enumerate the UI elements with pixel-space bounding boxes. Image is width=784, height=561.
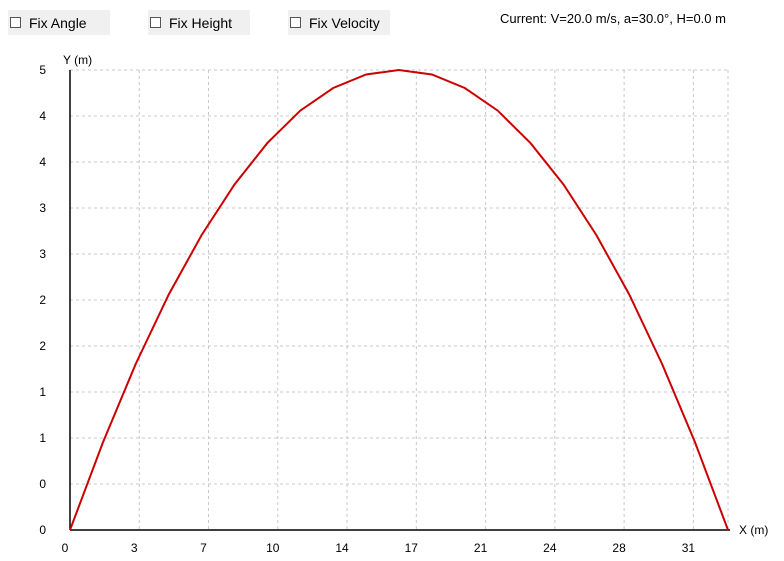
y-tick-label: 0 [39,477,46,491]
y-tick-label: 3 [39,247,46,261]
y-tick-label: 2 [39,293,46,307]
x-tick-label: 31 [682,541,696,555]
x-axis-label: X (m) [739,523,768,537]
x-tick-label: 7 [200,541,207,555]
checkbox-box-icon[interactable] [150,17,161,28]
x-tick-label: 0 [62,541,69,555]
fix-velocity-checkbox[interactable]: Fix Velocity [288,10,390,35]
fix-angle-checkbox[interactable]: Fix Angle [8,10,110,35]
x-tick-labels: 0 3 7 10 14 17 21 24 28 31 [62,541,696,555]
y-tick-label: 1 [39,431,46,445]
y-axis-label: Y (m) [63,53,92,67]
fix-angle-label: Fix Angle [29,14,87,31]
x-tick-label: 14 [335,541,349,555]
y-tick-label: 2 [39,339,46,353]
y-tick-label: 0 [39,523,46,537]
y-tick-label: 1 [39,385,46,399]
trajectory-series [69,68,729,531]
x-tick-label: 28 [612,541,626,555]
checkbox-box-icon[interactable] [290,17,301,28]
x-tick-label: 10 [266,541,280,555]
x-tick-label: 24 [543,541,557,555]
y-tick-label: 4 [39,109,46,123]
y-tick-label: 4 [39,155,46,169]
y-tick-labels: 0 0 1 1 2 2 3 3 4 4 5 [39,63,46,537]
fix-height-checkbox[interactable]: Fix Height [148,10,250,35]
y-tick-label: 3 [39,201,46,215]
current-values-status: Current: V=20.0 m/s, a=30.0°, H=0.0 m [500,11,726,26]
checkbox-box-icon[interactable] [10,17,21,28]
x-tick-label: 17 [405,541,419,555]
fix-height-label: Fix Height [169,14,233,31]
x-tick-label: 21 [474,541,488,555]
y-tick-label: 5 [39,63,46,77]
x-tick-label: 3 [131,541,138,555]
trajectory-line [69,68,729,531]
fix-velocity-label: Fix Velocity [309,14,380,31]
chart-grid [70,69,729,530]
